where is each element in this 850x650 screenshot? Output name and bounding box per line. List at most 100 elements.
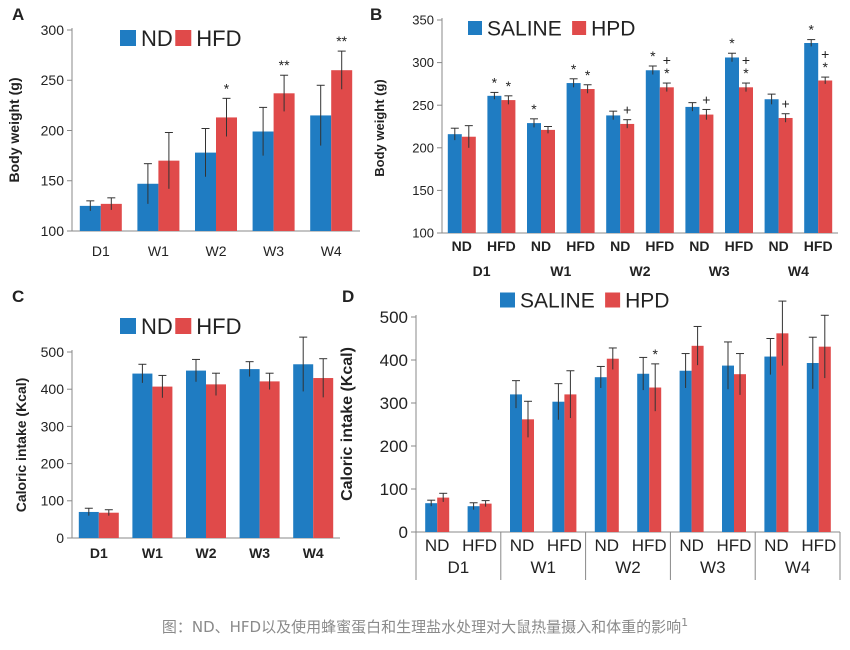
panel-b-y-tick-label: 250 xyxy=(412,98,434,113)
panel-d-y-axis-title: Caloric intake (Kcal) xyxy=(339,347,356,501)
panel-d-bar-w1-hpd xyxy=(522,419,534,532)
caption-footnote: 1 xyxy=(681,616,689,629)
panel-a-legend-swatch-nd xyxy=(120,30,136,46)
panel-c-y-tick-label: 500 xyxy=(41,344,65,360)
panel-c-bar-w2-nd xyxy=(186,370,206,538)
panel-a-letter: A xyxy=(12,5,24,24)
panel-d-bar-w3-saline xyxy=(679,370,692,532)
panel-d-y-tick-label: 300 xyxy=(380,394,408,413)
panel-a-y-axis-title: Body weight (g) xyxy=(6,78,22,183)
panel-a-x-tick-label: W4 xyxy=(321,243,342,259)
panel-d-bar-w3-hpd xyxy=(734,374,746,532)
panel-a-bar-d1-hfd xyxy=(100,203,122,231)
panel-b-bar-w3-saline xyxy=(725,57,739,233)
panel-d-letter: D xyxy=(342,287,354,306)
panel-a-y-tick-label: 100 xyxy=(41,223,65,239)
panel-b-bar-d1-saline xyxy=(447,134,462,233)
panel-d-y-tick-label: 400 xyxy=(380,351,408,370)
panel-b-significance-mark: + xyxy=(742,52,750,68)
panel-d-bar-w2-saline xyxy=(594,377,607,532)
panel-b-significance-mark: * xyxy=(585,67,591,83)
panel-b-sub-label: HFD xyxy=(645,238,674,254)
panel-b-significance-mark: + xyxy=(782,96,790,112)
panel-d-legend-swatch-hpd xyxy=(605,292,621,308)
panel-d-sub-label: ND xyxy=(595,536,620,555)
panel-a-significance-mark: * xyxy=(224,80,230,96)
panel-a-y-tick-label: 200 xyxy=(41,122,65,138)
panel-b-bar-w3-hpd xyxy=(739,87,753,233)
panel-b-sub-label: HFD xyxy=(725,238,754,254)
panel-b-significance-mark: + xyxy=(623,102,631,118)
panel-b-bar-w3-hpd xyxy=(699,114,714,233)
panel-b-sub-label: ND xyxy=(768,238,788,254)
panel-d-sub-label: ND xyxy=(425,536,450,555)
panel-b-bar-w1-saline xyxy=(527,123,541,233)
panel-b-bar-w2-saline xyxy=(645,70,660,233)
panel-d-bar-d1-saline xyxy=(467,506,480,532)
panel-a-legend-label-nd: ND xyxy=(141,26,173,51)
panel-b-legend-swatch-hpd xyxy=(572,21,587,35)
panel-b-bar-w4-saline xyxy=(804,43,819,234)
panel-d-x-tick-label: W4 xyxy=(785,558,811,577)
panel-d-bar-d1-hpd xyxy=(437,497,450,532)
panel-b-significance-mark: + xyxy=(821,46,829,62)
panel-d-sub-label: HFD xyxy=(547,536,582,555)
panel-b-x-tick-label: W2 xyxy=(630,263,651,279)
panel-a-legend-swatch-hfd xyxy=(175,30,192,46)
panel-b-bar-d1-hpd xyxy=(461,136,476,233)
panel-b-y-tick-label: 300 xyxy=(412,55,434,70)
panel-c-legend-swatch-nd xyxy=(120,318,136,334)
panel-a-bar-w3-nd xyxy=(252,131,274,231)
panel-a-bar-w1-hfd xyxy=(158,160,180,231)
panel-a-y-tick-label: 250 xyxy=(41,72,65,88)
panel-a-x-tick-label: D1 xyxy=(92,243,110,259)
panel-b-y-tick-label: 350 xyxy=(412,13,434,28)
panel-c-bar-d1-nd xyxy=(78,511,99,538)
panel-b-bar-d1-hpd xyxy=(501,100,516,233)
panel-b-sub-label: ND xyxy=(610,238,630,254)
panel-d-y-tick-label: 100 xyxy=(380,480,408,499)
panel-a-bar-d1-nd xyxy=(79,205,101,231)
panel-d-x-tick-label: W2 xyxy=(615,558,641,577)
panel-b-sub-label: HFD xyxy=(487,238,516,254)
panel-c-bar-w1-hfd xyxy=(152,386,173,538)
panel-a-bar-w3-hfd xyxy=(273,93,295,231)
panel-c-bar-w4-nd xyxy=(293,364,314,538)
panel-c-legend-swatch-hfd xyxy=(175,318,192,334)
panel-d-x-tick-label: D1 xyxy=(448,558,470,577)
panel-c-bar-w2-hfd xyxy=(206,384,226,538)
panel-d-sub-label: ND xyxy=(679,536,704,555)
panel-d-sub-label: ND xyxy=(764,536,789,555)
panel-a-bar-w2-nd xyxy=(195,152,216,231)
panel-d-bar-w4-hpd xyxy=(776,333,789,532)
panel-d-bar-w2-hpd xyxy=(649,387,662,532)
panel-b-letter: B xyxy=(370,5,382,24)
panel-d-y-tick-label: 500 xyxy=(380,308,408,327)
panel-b-bar-w3-saline xyxy=(685,106,700,233)
panel-b-x-tick-label: W1 xyxy=(550,263,571,279)
panel-b-bar-w4-hpd xyxy=(778,117,793,233)
panel-d-bar-w3-hpd xyxy=(691,345,704,532)
panel-b-significance-mark: * xyxy=(506,78,512,94)
figure-caption: 图：ND、HFD以及使用蜂蜜蛋白和生理盐水处理对大鼠热量摄入和体重的影响1 xyxy=(0,616,850,637)
panel-b-y-tick-label: 150 xyxy=(412,183,434,198)
panel-b-sub-label: ND xyxy=(452,238,472,254)
panel-b-significance-mark: * xyxy=(492,74,498,90)
panel-b-significance-mark: * xyxy=(650,48,656,64)
panel-c-x-tick-label: W1 xyxy=(142,545,163,561)
panel-c-y-tick-label: 0 xyxy=(56,530,64,546)
panel-d-bar-w4-saline xyxy=(764,356,777,532)
panel-a-bar-w4-hfd xyxy=(331,70,353,231)
panel-d-sub-label: HFD xyxy=(717,536,752,555)
panel-d-bar-w4-hpd xyxy=(818,346,831,532)
panel-c-letter: C xyxy=(12,287,24,306)
panel-a-y-tick-label: 150 xyxy=(41,173,65,189)
panel-b-legend-label-saline: SALINE xyxy=(487,18,562,41)
panel-b-y-axis-title: Body weight (g) xyxy=(372,79,387,177)
caption-text: 图：ND、HFD以及使用蜂蜜蛋白和生理盐水处理对大鼠热量摄入和体重的影响 xyxy=(161,618,682,636)
panel-c-bar-w3-nd xyxy=(239,369,260,538)
panel-d-x-tick-label: W1 xyxy=(530,558,556,577)
panel-b-significance-mark: * xyxy=(743,65,749,81)
panel-c-y-tick-label: 200 xyxy=(41,456,65,472)
panel-b-legend-label-hpd: HPD xyxy=(591,18,635,41)
